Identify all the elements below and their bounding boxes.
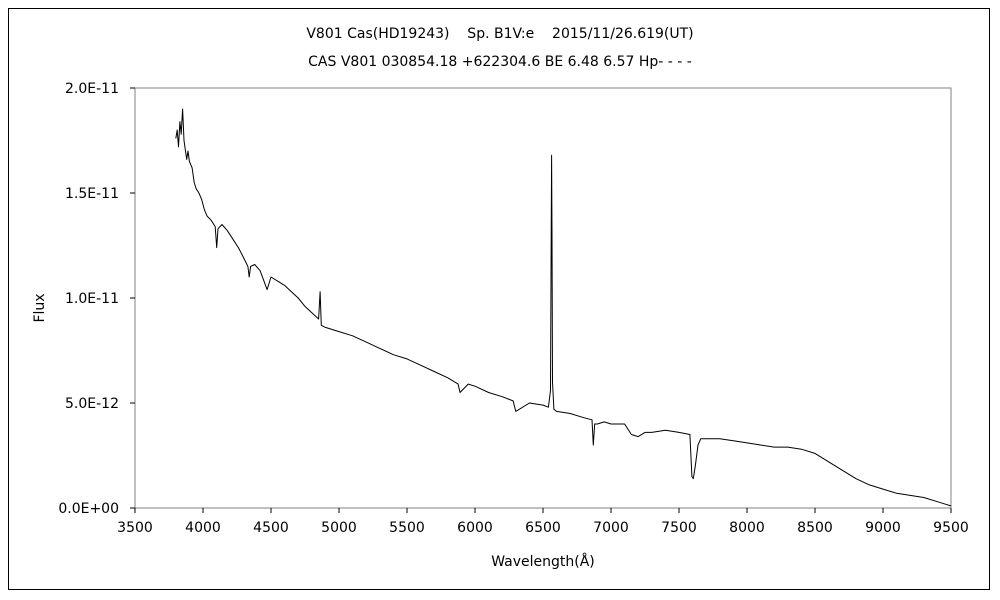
x-tick-label: 7500 [661,520,697,536]
series-group [175,108,952,507]
spectrum-line [175,108,952,507]
x-tick-label: 3500 [117,520,153,536]
x-tick-label: 5000 [321,520,357,536]
y-tick-label: 1.5E-11 [65,186,119,202]
x-tick-label: 9500 [933,520,969,536]
chart-title: V801 Cas(HD19243) Sp. B1V:e 2015/11/26.6… [306,26,694,42]
y-tick-label: 1.0E-11 [65,291,119,307]
x-axis-label: Wavelength(Å) [491,553,595,570]
plot-area [134,87,952,509]
y-tick-label: 2.0E-11 [65,81,119,97]
x-tick-label: 7000 [593,520,629,536]
x-axis: 3500 4000 4500 5000 5500 6000 6500 7000 7500 8000… [117,508,969,536]
y-axis: 0.0E+00 5.0E-12 1.0E-11 1.5E-11 2.0E-11 [58,81,135,517]
x-tick-label: 4000 [185,520,221,536]
x-tick-label: 6000 [457,520,493,536]
x-tick-label: 6500 [525,520,561,536]
y-axis-label: Flux [32,293,48,322]
y-tick-label: 0.0E+00 [58,501,119,517]
x-tick-label: 8000 [729,520,765,536]
x-tick-label: 9000 [865,520,901,536]
x-tick-label: 8500 [797,520,833,536]
y-tick-label: 5.0E-12 [65,396,119,412]
x-tick-label: 5500 [389,520,425,536]
x-tick-label: 4500 [253,520,289,536]
chart-subtitle: CAS V801 030854.18 +622304.6 BE 6.48 6.5… [308,54,692,70]
